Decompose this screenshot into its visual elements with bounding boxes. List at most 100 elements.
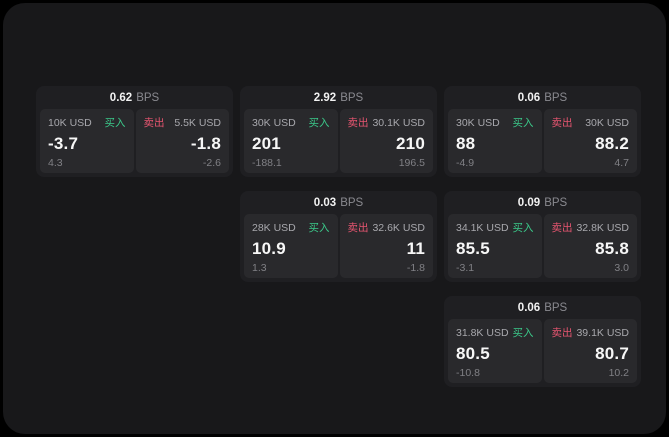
sell-quote-panel[interactable]: 卖出 39.1K USD 80.7 10.2 (543, 319, 637, 383)
quote-panels: 10K USD 买入 -3.7 4.3 卖出 5.5K USD -1.8 -2.… (36, 109, 233, 173)
buy-side-label: 买入 (512, 117, 534, 129)
sell-amount: 5.5K USD (174, 116, 221, 129)
buy-panel-top: 30K USD 买入 (456, 115, 534, 130)
buy-panel-top: 31.8K USD 买入 (456, 325, 534, 340)
buy-panel-top: 30K USD 买入 (252, 115, 330, 130)
buy-side-label: 买入 (512, 222, 534, 234)
quote-card: 0.03 BPS 28K USD 买入 10.9 1.3 卖出 32.6K US… (240, 191, 437, 282)
buy-amount: 34.1K USD (456, 221, 509, 234)
sell-delta: 3.0 (614, 261, 629, 274)
buy-quote-panel[interactable]: 10K USD 买入 -3.7 4.3 (40, 109, 134, 173)
buy-price: 88 (456, 134, 476, 154)
bps-unit-label: BPS (544, 301, 568, 314)
buy-amount: 31.8K USD (456, 326, 509, 339)
sell-quote-panel[interactable]: 卖出 32.6K USD 11 -1.8 (339, 214, 433, 278)
bps-spread-value: 2.92 (313, 91, 337, 104)
sell-delta: -2.6 (202, 156, 221, 169)
buy-delta: -3.1 (456, 261, 475, 274)
sell-price: 85.8 (595, 239, 629, 259)
sell-side-label: 卖出 (551, 117, 573, 129)
quote-panels: 34.1K USD 买入 85.5 -3.1 卖出 32.8K USD 85.8… (444, 214, 641, 278)
buy-panel-top: 34.1K USD 买入 (456, 220, 534, 235)
sell-quote-panel[interactable]: 卖出 5.5K USD -1.8 -2.6 (135, 109, 229, 173)
sell-price: 88.2 (595, 134, 629, 154)
quote-card: 0.06 BPS 30K USD 买入 88 -4.9 卖出 30K USD 8… (444, 86, 641, 177)
sell-delta: 196.5 (398, 156, 425, 169)
sell-amount: 39.1K USD (576, 326, 629, 339)
bps-spread-value: 0.06 (517, 91, 541, 104)
card-header: 0.09 BPS (444, 191, 641, 214)
quote-panels: 28K USD 买入 10.9 1.3 卖出 32.6K USD 11 -1.8 (240, 214, 437, 278)
buy-amount: 10K USD (48, 116, 92, 129)
sell-amount: 30K USD (585, 116, 629, 129)
sell-panel-top: 卖出 30.1K USD (348, 115, 426, 130)
sell-price: 11 (406, 239, 425, 259)
sell-quote-panel[interactable]: 卖出 30K USD 88.2 4.7 (543, 109, 637, 173)
sell-side-label: 卖出 (551, 222, 573, 234)
sell-delta: 10.2 (608, 366, 629, 379)
buy-price: 85.5 (456, 239, 490, 259)
bps-unit-label: BPS (544, 196, 568, 209)
buy-side-label: 买入 (512, 327, 534, 339)
buy-delta: 4.3 (48, 156, 63, 169)
sell-side-label: 卖出 (347, 222, 369, 234)
quote-card: 0.62 BPS 10K USD 买入 -3.7 4.3 卖出 5.5K USD… (36, 86, 233, 177)
quote-card: 0.09 BPS 34.1K USD 买入 85.5 -3.1 卖出 32.8K… (444, 191, 641, 282)
buy-delta: -10.8 (456, 366, 480, 379)
sell-panel-top: 卖出 5.5K USD (144, 115, 222, 130)
card-header: 0.03 BPS (240, 191, 437, 214)
buy-panel-top: 28K USD 买入 (252, 220, 330, 235)
bps-spread-value: 0.09 (517, 196, 541, 209)
bps-unit-label: BPS (340, 196, 364, 209)
buy-quote-panel[interactable]: 34.1K USD 买入 85.5 -3.1 (448, 214, 542, 278)
buy-side-label: 买入 (104, 117, 126, 129)
buy-panel-top: 10K USD 买入 (48, 115, 126, 130)
quote-card: 0.06 BPS 31.8K USD 买入 80.5 -10.8 卖出 39.1… (444, 296, 641, 387)
buy-delta: -4.9 (456, 156, 475, 169)
bps-unit-label: BPS (340, 91, 364, 104)
sell-quote-panel[interactable]: 卖出 30.1K USD 210 196.5 (339, 109, 433, 173)
buy-amount: 30K USD (456, 116, 500, 129)
buy-amount: 30K USD (252, 116, 296, 129)
sell-side-label: 卖出 (551, 327, 573, 339)
sell-panel-top: 卖出 30K USD (552, 115, 630, 130)
sell-amount: 32.8K USD (576, 221, 629, 234)
sell-panel-top: 卖出 39.1K USD (552, 325, 630, 340)
buy-price: 80.5 (456, 344, 490, 364)
buy-amount: 28K USD (252, 221, 296, 234)
sell-quote-panel[interactable]: 卖出 32.8K USD 85.8 3.0 (543, 214, 637, 278)
buy-side-label: 买入 (308, 117, 330, 129)
card-header: 0.06 BPS (444, 86, 641, 109)
quote-panels: 31.8K USD 买入 80.5 -10.8 卖出 39.1K USD 80.… (444, 319, 641, 383)
sell-side-label: 卖出 (143, 117, 165, 129)
bps-spread-value: 0.62 (109, 91, 133, 104)
card-header: 2.92 BPS (240, 86, 437, 109)
bps-spread-value: 0.06 (517, 301, 541, 314)
buy-quote-panel[interactable]: 28K USD 买入 10.9 1.3 (244, 214, 338, 278)
sell-amount: 32.6K USD (372, 221, 425, 234)
bps-unit-label: BPS (136, 91, 160, 104)
card-header: 0.62 BPS (36, 86, 233, 109)
sell-delta: -1.8 (406, 261, 425, 274)
sell-panel-top: 卖出 32.8K USD (552, 220, 630, 235)
sell-side-label: 卖出 (347, 117, 369, 129)
buy-price: 10.9 (252, 239, 286, 259)
buy-delta: 1.3 (252, 261, 267, 274)
sell-panel-top: 卖出 32.6K USD (348, 220, 426, 235)
sell-price: -1.8 (190, 134, 221, 154)
buy-side-label: 买入 (308, 222, 330, 234)
sell-price: 210 (396, 134, 425, 154)
buy-quote-panel[interactable]: 30K USD 买入 201 -188.1 (244, 109, 338, 173)
bps-spread-value: 0.03 (313, 196, 337, 209)
app-window: 0.62 BPS 10K USD 买入 -3.7 4.3 卖出 5.5K USD… (3, 3, 666, 434)
sell-price: 80.7 (595, 344, 629, 364)
buy-price: -3.7 (48, 134, 79, 154)
buy-delta: -188.1 (252, 156, 282, 169)
sell-amount: 30.1K USD (372, 116, 425, 129)
buy-price: 201 (252, 134, 281, 154)
buy-quote-panel[interactable]: 31.8K USD 买入 80.5 -10.8 (448, 319, 542, 383)
bps-unit-label: BPS (544, 91, 568, 104)
buy-quote-panel[interactable]: 30K USD 买入 88 -4.9 (448, 109, 542, 173)
quote-panels: 30K USD 买入 201 -188.1 卖出 30.1K USD 210 1… (240, 109, 437, 173)
